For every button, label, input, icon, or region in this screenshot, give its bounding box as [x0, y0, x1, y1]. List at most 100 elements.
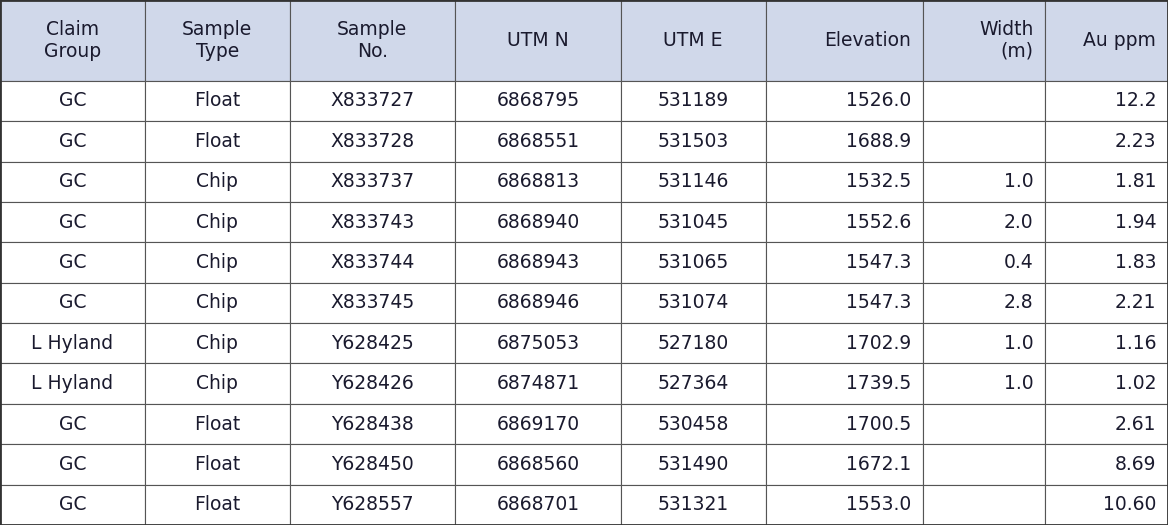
Text: 1526.0: 1526.0	[846, 91, 911, 110]
Bar	[290, 485, 456, 525]
Text: GC: GC	[58, 172, 86, 191]
Text: X833745: X833745	[331, 293, 415, 312]
Bar	[290, 363, 456, 404]
Text: GC: GC	[58, 415, 86, 434]
Text: L Hyland: L Hyland	[32, 374, 113, 393]
Text: 6868560: 6868560	[496, 455, 579, 474]
Bar	[765, 323, 923, 363]
Bar	[765, 282, 923, 323]
Text: Sample
No.: Sample No.	[338, 20, 408, 61]
Text: Float: Float	[194, 415, 241, 434]
Text: Chip: Chip	[196, 334, 238, 353]
Text: 1532.5: 1532.5	[846, 172, 911, 191]
Text: 6875053: 6875053	[496, 334, 579, 353]
Text: GC: GC	[58, 455, 86, 474]
Bar	[765, 444, 923, 485]
Text: 6868551: 6868551	[496, 132, 579, 151]
Bar	[0, 243, 145, 282]
Bar	[765, 243, 923, 282]
Bar	[290, 121, 456, 162]
Bar	[923, 202, 1045, 243]
Text: 531321: 531321	[658, 495, 729, 514]
Bar	[765, 121, 923, 162]
Bar	[1045, 162, 1168, 202]
Bar	[0, 121, 145, 162]
Bar	[1045, 202, 1168, 243]
Bar	[145, 444, 290, 485]
Text: Float: Float	[194, 455, 241, 474]
Bar	[621, 0, 765, 81]
Bar	[0, 162, 145, 202]
Text: GC: GC	[58, 293, 86, 312]
Bar	[923, 404, 1045, 444]
Bar	[765, 485, 923, 525]
Bar	[456, 282, 621, 323]
Bar	[621, 404, 765, 444]
Text: 527180: 527180	[658, 334, 729, 353]
Bar	[1045, 404, 1168, 444]
Text: 1.81: 1.81	[1114, 172, 1156, 191]
Text: Float: Float	[194, 132, 241, 151]
Bar	[145, 363, 290, 404]
Text: 1.0: 1.0	[1004, 172, 1034, 191]
Text: Y628438: Y628438	[331, 415, 413, 434]
Bar	[145, 404, 290, 444]
Text: Chip: Chip	[196, 172, 238, 191]
Text: 1547.3: 1547.3	[846, 253, 911, 272]
Text: Y628426: Y628426	[331, 374, 413, 393]
Text: 1.94: 1.94	[1114, 213, 1156, 232]
Text: Float: Float	[194, 495, 241, 514]
Text: 6868813: 6868813	[496, 172, 579, 191]
Text: 531074: 531074	[658, 293, 729, 312]
Text: 531045: 531045	[658, 213, 729, 232]
Bar	[456, 444, 621, 485]
Text: Width
(m): Width (m)	[979, 20, 1034, 61]
Bar	[456, 404, 621, 444]
Bar	[0, 202, 145, 243]
Text: 1702.9: 1702.9	[846, 334, 911, 353]
Text: 6868795: 6868795	[496, 91, 579, 110]
Bar	[765, 0, 923, 81]
Text: Chip: Chip	[196, 374, 238, 393]
Text: 527364: 527364	[658, 374, 729, 393]
Text: 1672.1: 1672.1	[846, 455, 911, 474]
Bar	[456, 81, 621, 121]
Bar	[621, 444, 765, 485]
Text: X833744: X833744	[331, 253, 415, 272]
Bar	[456, 162, 621, 202]
Bar	[0, 444, 145, 485]
Text: Elevation: Elevation	[825, 31, 911, 50]
Text: 1.0: 1.0	[1004, 374, 1034, 393]
Text: 1688.9: 1688.9	[846, 132, 911, 151]
Text: 531490: 531490	[658, 455, 729, 474]
Bar	[923, 282, 1045, 323]
Bar	[621, 282, 765, 323]
Bar	[621, 243, 765, 282]
Text: GC: GC	[58, 213, 86, 232]
Bar	[1045, 243, 1168, 282]
Text: 2.21: 2.21	[1114, 293, 1156, 312]
Bar	[290, 323, 456, 363]
Bar	[923, 162, 1045, 202]
Text: 6868701: 6868701	[496, 495, 579, 514]
Text: GC: GC	[58, 132, 86, 151]
Bar	[456, 323, 621, 363]
Text: UTM E: UTM E	[663, 31, 723, 50]
Text: 1.83: 1.83	[1114, 253, 1156, 272]
Text: 531503: 531503	[658, 132, 729, 151]
Bar	[290, 202, 456, 243]
Text: X833743: X833743	[331, 213, 415, 232]
Text: 0.4: 0.4	[1003, 253, 1034, 272]
Text: 2.61: 2.61	[1114, 415, 1156, 434]
Bar	[145, 485, 290, 525]
Bar	[290, 404, 456, 444]
Bar	[923, 81, 1045, 121]
Text: 6868940: 6868940	[496, 213, 579, 232]
Bar	[1045, 121, 1168, 162]
Bar	[0, 0, 145, 81]
Bar	[621, 202, 765, 243]
Text: 1.16: 1.16	[1114, 334, 1156, 353]
Bar	[145, 282, 290, 323]
Bar	[456, 485, 621, 525]
Text: 531065: 531065	[658, 253, 729, 272]
